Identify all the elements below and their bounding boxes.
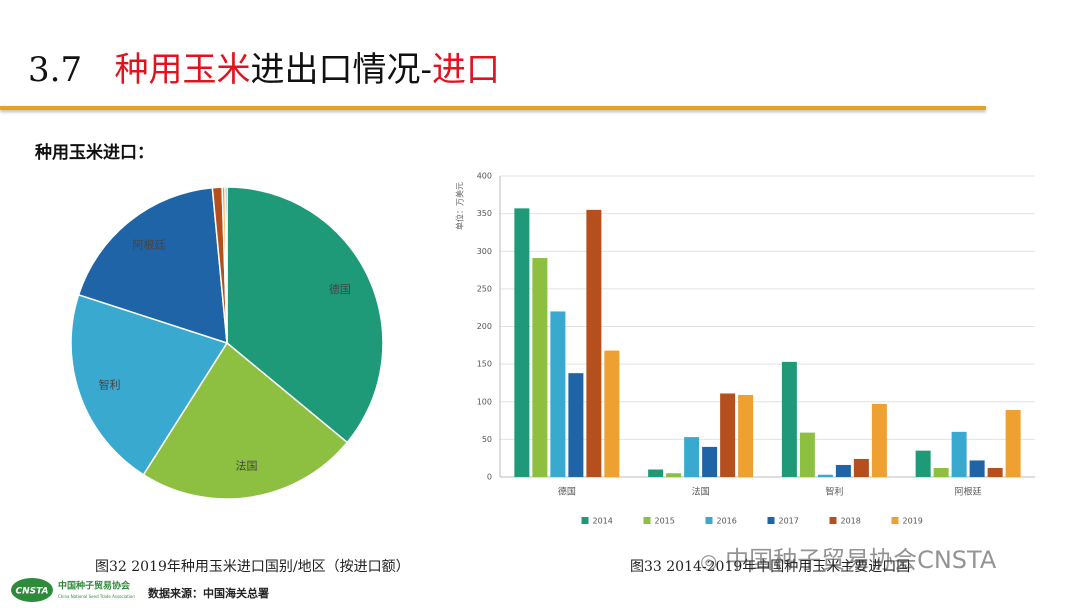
caption: 图33 2014-2019年中国种用玉米主要进口国 xyxy=(630,559,911,575)
x-tick-label: 智利 xyxy=(825,486,843,498)
bar xyxy=(550,311,566,477)
bar xyxy=(684,437,700,477)
bar xyxy=(781,361,797,477)
y-tick-label: 350 xyxy=(477,209,492,218)
bar xyxy=(702,446,718,477)
bar xyxy=(1005,410,1021,477)
legend-label: 2017 xyxy=(779,517,799,526)
title-rule xyxy=(0,106,986,110)
x-tick-label: 法国 xyxy=(692,486,710,498)
pie-slice xyxy=(226,186,384,444)
bar xyxy=(969,460,985,477)
slice-label: 阿根廷 xyxy=(132,238,165,252)
y-tick-label: 0 xyxy=(487,473,492,482)
y-axis-label: 单位：万美元 xyxy=(455,182,465,230)
bar xyxy=(933,467,949,477)
y-tick-label: 300 xyxy=(477,247,492,256)
legend-swatch xyxy=(705,517,713,524)
legend-label: 2015 xyxy=(655,517,675,526)
bar xyxy=(720,393,736,477)
logo-name-en: China National Seed Trade Association xyxy=(58,594,135,599)
title-red: 种用玉米 xyxy=(114,50,251,90)
legend-label: 2019 xyxy=(903,517,923,526)
bar xyxy=(666,473,682,477)
bar xyxy=(951,431,967,477)
pie-slice xyxy=(70,293,229,476)
bar xyxy=(799,432,815,477)
legend-label: 2014 xyxy=(593,517,613,526)
legend-label: 2016 xyxy=(717,517,737,526)
y-tick-label: 150 xyxy=(477,360,492,369)
bar xyxy=(853,458,869,477)
bar xyxy=(987,467,1003,477)
y-tick-label: 400 xyxy=(477,172,492,181)
subheading: 种用玉米进口： xyxy=(35,143,154,163)
bar xyxy=(817,474,833,477)
legend-label: 2018 xyxy=(841,517,861,526)
pie-slice xyxy=(142,341,349,500)
logo: CNSTA 中国种子贸易协会 China National Seed Trade… xyxy=(10,576,140,608)
watermark-text: 中国种子贸易协会CNSTA xyxy=(725,546,997,574)
bar xyxy=(604,350,620,477)
legend-swatch xyxy=(581,517,589,524)
bar xyxy=(514,208,530,478)
y-tick-label: 200 xyxy=(477,322,492,331)
y-tick-label: 50 xyxy=(482,435,492,444)
legend-swatch xyxy=(891,517,899,524)
logo-mark: CNSTA xyxy=(15,587,48,597)
x-tick-label: 阿根廷 xyxy=(955,486,982,498)
title-black: 进出口情况- xyxy=(250,50,433,90)
bar xyxy=(568,373,584,477)
slide-title: 3.7 种用玉米进出口情况-进口 xyxy=(28,42,500,91)
bar xyxy=(871,404,887,477)
bar xyxy=(586,209,602,478)
pie-slice xyxy=(77,186,228,345)
bar xyxy=(835,464,851,477)
slice-label: 智利 xyxy=(99,377,121,391)
watermark-icon: ◎ xyxy=(700,549,718,573)
logo-graphic: CNSTA 中国种子贸易协会 China National Seed Trade… xyxy=(11,578,135,602)
title-red: 进口 xyxy=(432,50,501,90)
pie-slice xyxy=(224,186,228,344)
y-tick-label: 100 xyxy=(477,397,492,406)
watermark: ◎ 中国种子贸易协会CNSTA xyxy=(700,540,996,575)
bar xyxy=(648,469,664,477)
bar xyxy=(738,394,754,477)
title-number: 3.7 xyxy=(28,50,83,90)
legend-swatch xyxy=(829,517,837,524)
legend-swatch xyxy=(767,517,775,524)
caption: 图32 2019年种用玉米进口国别/地区（按进口额） xyxy=(95,559,410,575)
slice-label: 法国 xyxy=(236,458,258,472)
x-tick-label: 德国 xyxy=(558,486,576,498)
logo-name: 中国种子贸易协会 xyxy=(58,580,131,592)
slice-label: 德国 xyxy=(329,282,351,296)
bar xyxy=(532,258,548,477)
y-tick-label: 250 xyxy=(477,284,492,293)
source: 数据来源：中国海关总署 xyxy=(148,587,269,600)
legend-swatch xyxy=(643,517,651,524)
bar xyxy=(915,450,931,477)
